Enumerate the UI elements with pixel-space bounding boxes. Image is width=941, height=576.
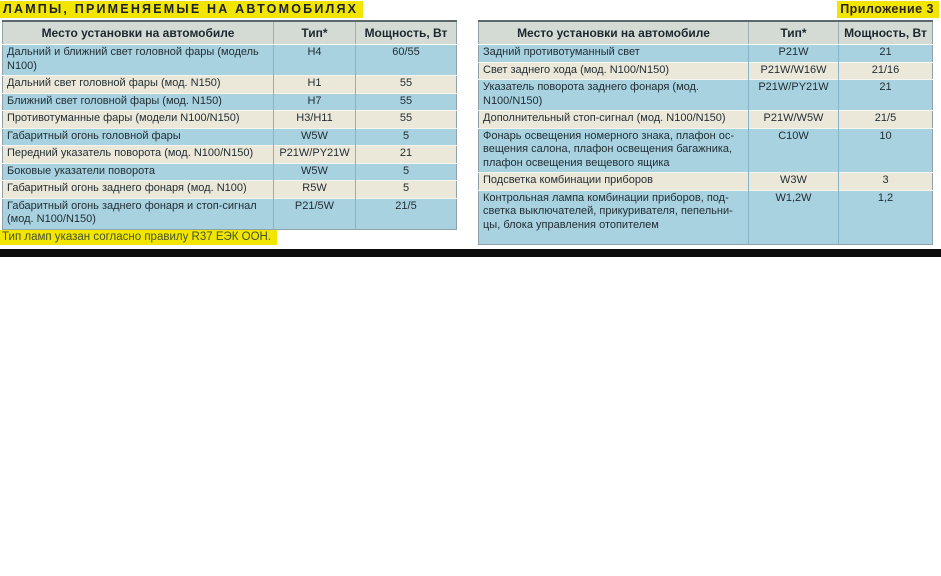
cell-type: P21W/PY21W (273, 145, 356, 163)
cell-place: Противотуманные фары (модели N100/N150) (2, 110, 274, 128)
cell-power: 10 (838, 127, 933, 173)
cell-power: 55 (355, 75, 457, 93)
table-header-row: Место установки на автомобиле Тип* Мощно… (478, 21, 933, 45)
table-row: Дальний свет головной фары (мод. N150) H… (2, 75, 457, 93)
cell-place: Указатель поворота заднего фонаря (мод. … (478, 79, 749, 111)
table-row: Контрольная лампа комбинации приборов, п… (478, 189, 933, 245)
column-header-power: Мощность, Вт (355, 21, 457, 45)
cell-type: P21W/W5W (748, 110, 839, 128)
cell-power: 21/16 (838, 61, 933, 80)
lamps-table-right: Место установки на автомобиле Тип* Мощно… (478, 20, 933, 245)
cell-power: 21 (838, 44, 933, 62)
cell-type: H3/H11 (273, 110, 356, 128)
cell-power: 5 (355, 127, 457, 146)
cell-type: C10W (748, 127, 839, 173)
cell-type: R5W (273, 180, 356, 198)
cell-power: 21/5 (838, 110, 933, 128)
table-row: Свет заднего хода (мод. N100/N150) P21W/… (478, 61, 933, 80)
cell-power: 21 (838, 79, 933, 111)
table-row: Дополнительный стоп-сигнал (мод. N100/N1… (478, 110, 933, 128)
table-header-row: Место установки на автомобиле Тип* Мощно… (2, 21, 457, 45)
cell-type: W5W (273, 127, 356, 146)
table-row: Подсветка комбинации приборов W3W 3 (478, 172, 933, 190)
appendix-label-text: Приложение 3 (837, 1, 939, 18)
cell-place: Габаритный огонь головной фары (2, 127, 274, 146)
cell-power: 5 (355, 162, 457, 181)
cell-power: 3 (838, 172, 933, 190)
cell-place: Передний указатель поворота (мод. N100/N… (2, 145, 274, 163)
cell-place: Габаритный огонь заднего фонаря (мод. N1… (2, 180, 274, 198)
cell-place: Дальний и ближний свет головной фары (мо… (2, 44, 274, 76)
column-header-type: Тип* (748, 21, 839, 45)
cell-type: W1,2W (748, 189, 839, 245)
table-row: Противотуманные фары (модели N100/N150) … (2, 110, 457, 128)
lamps-table-left: Место установки на автомобиле Тип* Мощно… (2, 20, 457, 230)
cell-power: 1,2 (838, 189, 933, 245)
cell-type: W3W (748, 172, 839, 190)
cell-type: H7 (273, 92, 356, 111)
table-row: Габаритный огонь заднего фонаря и стоп-с… (2, 197, 457, 229)
cell-place: Свет заднего хода (мод. N100/N150) (478, 61, 749, 80)
table-row: Фонарь освещения номерного знака, плафон… (478, 127, 933, 173)
table-row: Передний указатель поворота (мод. N100/N… (2, 145, 457, 163)
appendix-label: Приложение 3 (837, 1, 939, 18)
page-title: ЛАМПЫ, ПРИМЕНЯЕМЫЕ НА АВТОМОБИЛЯХ (0, 1, 364, 18)
table-row: Дальний и ближний свет головной фары (мо… (2, 44, 457, 76)
cell-place: Дальний свет головной фары (мод. N150) (2, 75, 274, 93)
cell-place: Подсветка комбинации приборов (478, 172, 749, 190)
cell-power: 21/5 (355, 197, 457, 229)
cell-place: Дополнительный стоп-сигнал (мод. N100/N1… (478, 110, 749, 128)
cell-place: Боковые указатели поворота (2, 162, 274, 181)
column-header-type: Тип* (273, 21, 356, 45)
cell-power: 60/55 (355, 44, 457, 76)
cell-type: P21W/PY21W (748, 79, 839, 111)
cell-power: 5 (355, 180, 457, 198)
cell-power: 55 (355, 110, 457, 128)
table-row: Задний противотуманный свет P21W 21 (478, 44, 933, 62)
cell-type: W5W (273, 162, 356, 181)
cell-power: 55 (355, 92, 457, 111)
table-row: Габаритный огонь головной фары W5W 5 (2, 127, 457, 146)
cell-place: Фонарь освещения номерного знака, плафон… (478, 127, 749, 173)
table-row: Указатель поворота заднего фонаря (мод. … (478, 79, 933, 111)
cell-type: H4 (273, 44, 356, 76)
footnote: Тип ламп указан согласно правилу R37 ЕЭК… (0, 227, 278, 245)
table-row: Ближний свет головной фары (мод. N150) H… (2, 92, 457, 111)
cell-type: P21W/W16W (748, 61, 839, 80)
cell-place: Задний противотуманный свет (478, 44, 749, 62)
table-row: Габаритный огонь заднего фонаря (мод. N1… (2, 180, 457, 198)
table-row: Боковые указатели поворота W5W 5 (2, 162, 457, 181)
cell-power: 21 (355, 145, 457, 163)
cell-type: P21W (748, 44, 839, 62)
page-title-text: ЛАМПЫ, ПРИМЕНЯЕМЫЕ НА АВТОМОБИЛЯХ (0, 1, 364, 18)
divider-bar (0, 249, 941, 257)
column-header-place: Место установки на автомобиле (478, 21, 749, 45)
column-header-power: Мощность, Вт (838, 21, 933, 45)
cell-place: Габаритный огонь заднего фонаря и стоп-с… (2, 197, 274, 229)
column-header-place: Место установки на автомобиле (2, 21, 274, 45)
footnote-text: Тип ламп указан согласно правилу R37 ЕЭК… (0, 230, 278, 245)
cell-type: H1 (273, 75, 356, 93)
cell-type: P21/5W (273, 197, 356, 229)
cell-place: Ближний свет головной фары (мод. N150) (2, 92, 274, 111)
cell-place: Контрольная лампа комбинации приборов, п… (478, 189, 749, 245)
